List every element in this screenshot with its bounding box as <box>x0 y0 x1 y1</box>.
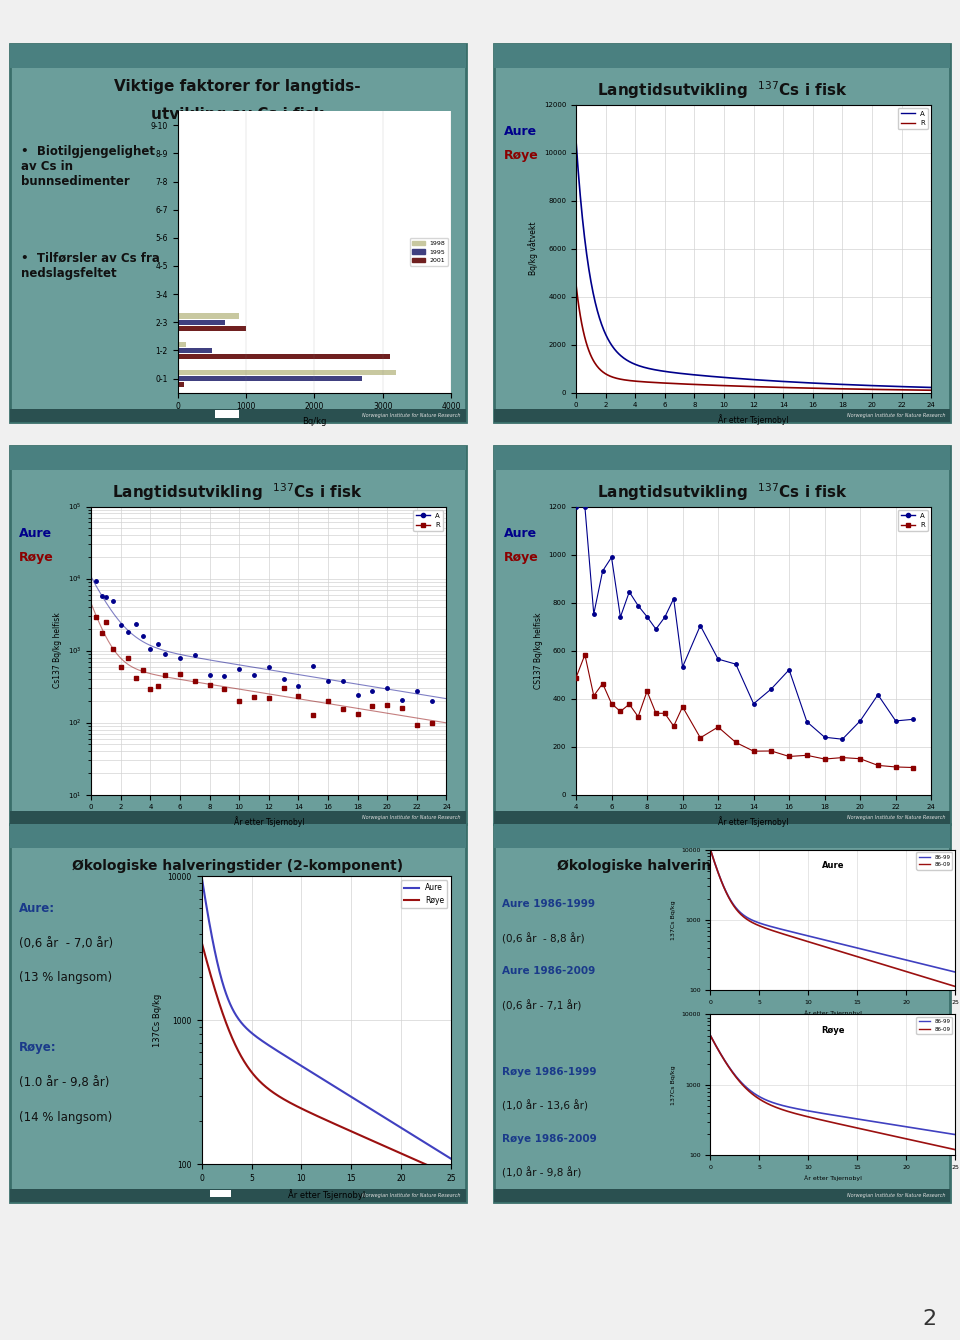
Text: Økologiske halveringstider (2-komponent): Økologiske halveringstider (2-komponent) <box>72 859 403 872</box>
Text: Langtidsutvikling  $^{137}$Cs i fisk: Langtidsutvikling $^{137}$Cs i fisk <box>597 79 848 100</box>
X-axis label: År etter Tsjernobyl: År etter Tsjernobyl <box>804 1175 862 1181</box>
Text: Langtidsutvikling  $^{137}$Cs i fisk: Langtidsutvikling $^{137}$Cs i fisk <box>597 481 848 502</box>
Text: Røye 1986-2009: Røye 1986-2009 <box>502 1134 597 1143</box>
Text: Røye: Røye <box>821 1025 845 1034</box>
Text: Langtidsutvikling  $^{137}$Cs i fisk: Langtidsutvikling $^{137}$Cs i fisk <box>112 481 363 502</box>
Legend: 86-99, 86-09: 86-99, 86-09 <box>917 1017 952 1034</box>
Text: (1,0 år - 9,8 år): (1,0 år - 9,8 år) <box>502 1167 582 1179</box>
Legend: 1998, 1995, 2001: 1998, 1995, 2001 <box>410 239 448 265</box>
Y-axis label: 137Cs Bq/kg: 137Cs Bq/kg <box>153 994 162 1047</box>
Bar <box>178 326 246 331</box>
Text: Røye: Røye <box>504 551 539 564</box>
Bar <box>178 382 184 387</box>
X-axis label: År etter Tsjernobyl: År etter Tsjernobyl <box>718 816 789 827</box>
Text: Aure: Aure <box>19 527 53 540</box>
Text: Norwegian Institute for Nature Research: Norwegian Institute for Nature Research <box>362 413 461 418</box>
Text: Aure 1986-2009: Aure 1986-2009 <box>502 966 595 976</box>
X-axis label: År etter Tsjernobyl: År etter Tsjernobyl <box>718 414 789 425</box>
Legend: A, R: A, R <box>898 109 927 129</box>
Text: Røye: Røye <box>504 149 539 162</box>
Y-axis label: 137Cs Bq/kg: 137Cs Bq/kg <box>671 900 676 939</box>
Y-axis label: Cs137 Bq/kg helfisk: Cs137 Bq/kg helfisk <box>53 612 62 689</box>
Text: Røye 1986-1999: Røye 1986-1999 <box>502 1067 596 1076</box>
Text: Aure: Aure <box>504 125 538 138</box>
Text: Norwegian Institute for Nature Research: Norwegian Institute for Nature Research <box>362 1193 461 1198</box>
Bar <box>178 314 239 319</box>
Bar <box>178 377 362 381</box>
Text: (14 % langsom): (14 % langsom) <box>19 1111 112 1124</box>
Legend: A, R: A, R <box>413 511 443 531</box>
Y-axis label: CS137 Bq/kg helfisk: CS137 Bq/kg helfisk <box>534 612 542 689</box>
Bar <box>178 342 186 347</box>
X-axis label: Bq/kg: Bq/kg <box>302 417 326 426</box>
Text: (1,0 år - 13,6 år): (1,0 år - 13,6 år) <box>502 1100 588 1112</box>
X-axis label: År etter Tsjernobyl: År etter Tsjernobyl <box>233 816 304 827</box>
Legend: A, R: A, R <box>898 511 927 531</box>
Y-axis label: 137Cs Bq/kg: 137Cs Bq/kg <box>671 1065 676 1104</box>
Bar <box>178 354 390 359</box>
Text: •  Biotilgjengelighet
av Cs in
bunnsedimenter: • Biotilgjengelighet av Cs in bunnsedime… <box>21 145 156 188</box>
Text: (0,6 år - 7,1 år): (0,6 år - 7,1 år) <box>502 1000 582 1012</box>
Text: Røye:: Røye: <box>19 1041 57 1055</box>
Text: Røye: Røye <box>19 551 54 564</box>
Text: (13 % langsom): (13 % langsom) <box>19 972 112 985</box>
Bar <box>178 348 212 352</box>
Text: (1.0 år - 9,8 år): (1.0 år - 9,8 år) <box>19 1076 109 1089</box>
Text: Norwegian Institute for Nature Research: Norwegian Institute for Nature Research <box>847 1193 946 1198</box>
Text: Norwegian Institute for Nature Research: Norwegian Institute for Nature Research <box>362 815 461 820</box>
Text: Viktige faktorer for langtids-: Viktige faktorer for langtids- <box>114 79 361 94</box>
Text: Økologiske halveringstider (2-komponent): Økologiske halveringstider (2-komponent) <box>557 859 888 872</box>
Text: Aure: Aure <box>504 527 538 540</box>
Text: Aure 1986-1999: Aure 1986-1999 <box>502 899 595 909</box>
Bar <box>178 370 396 375</box>
Y-axis label: Bq/kg våtvekt: Bq/kg våtvekt <box>528 222 539 275</box>
Text: Norwegian Institute for Nature Research: Norwegian Institute for Nature Research <box>847 815 946 820</box>
Text: Norwegian Institute for Nature Research: Norwegian Institute for Nature Research <box>847 413 946 418</box>
Text: Aure:: Aure: <box>19 902 56 915</box>
Legend: Aure, Røye: Aure, Røye <box>400 880 447 909</box>
X-axis label: År etter Tsjernobyl: År etter Tsjernobyl <box>804 1010 862 1016</box>
Text: utvikling av Cs i fisk: utvikling av Cs i fisk <box>151 107 324 122</box>
Text: 2: 2 <box>922 1309 936 1329</box>
Legend: 86-99, 86-09: 86-99, 86-09 <box>917 852 952 870</box>
Text: (0,6 år  - 7,0 år): (0,6 år - 7,0 år) <box>19 937 113 950</box>
Text: (0,6 år  - 8,8 år): (0,6 år - 8,8 år) <box>502 933 585 945</box>
Text: Aure: Aure <box>822 860 844 870</box>
Text: •  Tilførsler av Cs fra
nedslagsfeltet: • Tilførsler av Cs fra nedslagsfeltet <box>21 252 160 280</box>
X-axis label: År etter Tsjernobyl: År etter Tsjernobyl <box>288 1189 365 1199</box>
Bar <box>178 320 226 324</box>
